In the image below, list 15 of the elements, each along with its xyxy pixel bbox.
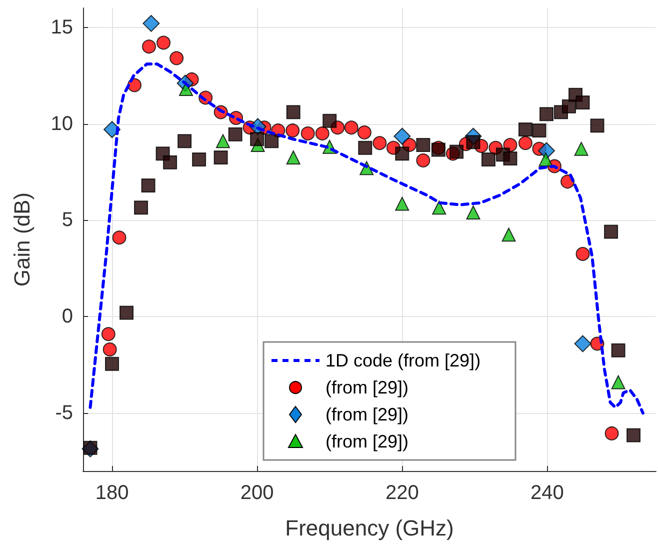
legend-label: 1D code (from [29]) bbox=[326, 350, 481, 370]
x-axis-title: Frequency (GHz) bbox=[285, 516, 454, 540]
y-axis-title: Gain (dB) bbox=[10, 192, 34, 287]
x-tick-label: 240 bbox=[530, 482, 564, 504]
x-tick-label: 220 bbox=[385, 482, 419, 504]
y-tick-label: 10 bbox=[50, 112, 73, 135]
legend-label: (from [29]) bbox=[326, 404, 409, 424]
legend-label: (from [29]) bbox=[326, 378, 409, 398]
y-tick-label: -5 bbox=[55, 402, 73, 424]
x-tick-label: 180 bbox=[95, 482, 129, 504]
y-tick-label: 15 bbox=[50, 16, 73, 38]
y-tick-label: 5 bbox=[62, 209, 73, 232]
y-tick-label: 0 bbox=[62, 306, 73, 328]
legend-label: (from [29]) bbox=[326, 432, 409, 452]
x-tick-label: 200 bbox=[240, 482, 274, 504]
